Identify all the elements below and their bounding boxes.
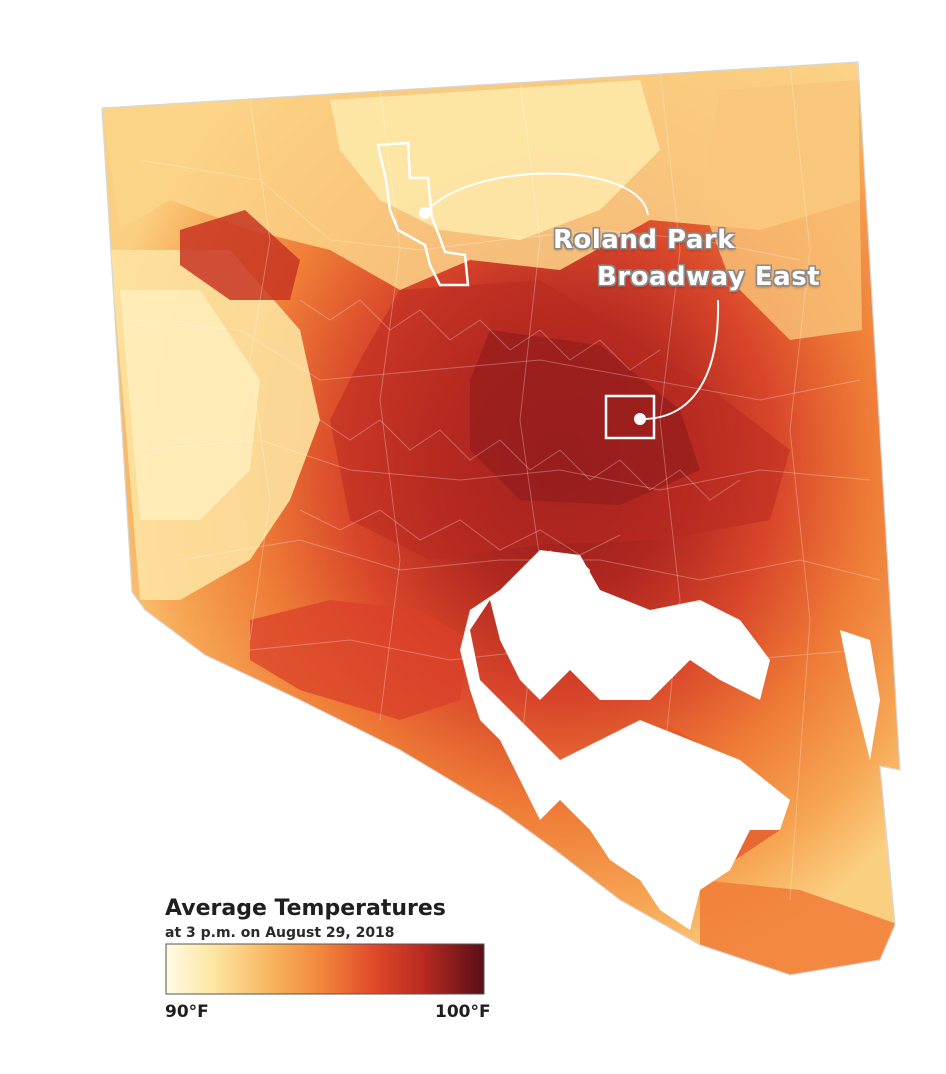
city-boundary (102, 62, 900, 975)
broadway-east-leader (639, 299, 720, 421)
harbor-inlet-east (840, 630, 880, 760)
cool-zone-northeast (700, 80, 862, 340)
harbor-water (460, 550, 790, 930)
legend-min-label: 90°F (165, 1002, 209, 1022)
harbor-inlet-north (550, 550, 590, 600)
hottest-core (470, 330, 700, 505)
legend-gradient-fill (165, 943, 485, 995)
broadway-east-outline (604, 394, 656, 440)
legend-title: Average Temperatures (165, 896, 446, 921)
legend-ticks: 90°F 100°F (165, 1002, 495, 1024)
city-outline (101, 61, 901, 976)
broadway-east-label: Broadway East (597, 262, 821, 292)
legend: Average Temperatures at 3 p.m. on August… (165, 896, 495, 1024)
legend-max-label: 100°F (435, 1002, 491, 1022)
roland-park-label: Roland Park (553, 225, 736, 255)
roland-park-outline (376, 141, 470, 287)
roland-park-leader (424, 172, 649, 216)
hot-zone-southwest (250, 600, 470, 720)
coolest-zone-north (330, 80, 660, 240)
south-east-zone (700, 880, 900, 975)
hot-pocket-northwest (180, 210, 300, 300)
legend-subtitle: at 3 p.m. on August 29, 2018 (165, 925, 395, 941)
coolest-zone-west (120, 290, 260, 520)
